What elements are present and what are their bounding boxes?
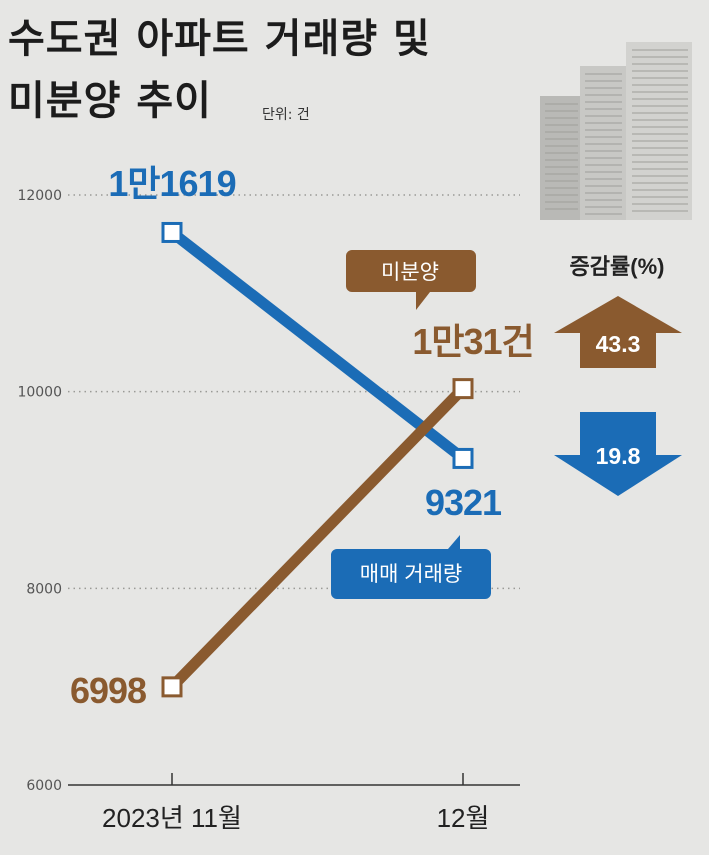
down-arrow-icon (554, 412, 682, 496)
data-point-marker (452, 447, 474, 469)
apartment-buildings-illustration (540, 42, 692, 220)
up-arrow-icon (554, 296, 682, 368)
data-label: 9321 (425, 482, 502, 523)
change-value-unsold: 43.3 (596, 331, 641, 357)
series-line-unsold (168, 384, 467, 691)
legend-callout-unsold (346, 250, 476, 310)
y-tick-label: 10000 (17, 385, 62, 401)
change-value-sales: 19.8 (596, 443, 641, 469)
data-point-marker (452, 378, 474, 400)
chart-title-line1: 수도권 아파트 거래량 및 (8, 16, 431, 62)
data-label: 6998 (70, 670, 146, 711)
legend-label-unsold: 미분양 (381, 261, 439, 284)
data-point-marker (161, 221, 183, 243)
x-tick-label: 2023년 11월 (102, 803, 242, 833)
y-tick-label: 12000 (17, 188, 62, 204)
change-panel-title: 증감률(%) (570, 254, 665, 279)
x-tick-label: 12월 (437, 803, 490, 833)
unit-label: 단위: 건 (262, 107, 310, 123)
chart-title-line2: 미분양 추이 (8, 78, 212, 124)
data-label: 1만1619 (108, 163, 235, 204)
data-point-marker (161, 676, 183, 698)
y-tick-label: 8000 (26, 581, 62, 597)
series-line-sales (168, 228, 467, 463)
y-tick-label: 6000 (26, 778, 62, 794)
legend-callout-sales (331, 535, 491, 599)
legend-label-sales: 매매 거래량 (360, 563, 462, 586)
data-label: 1만31건 (412, 321, 533, 362)
